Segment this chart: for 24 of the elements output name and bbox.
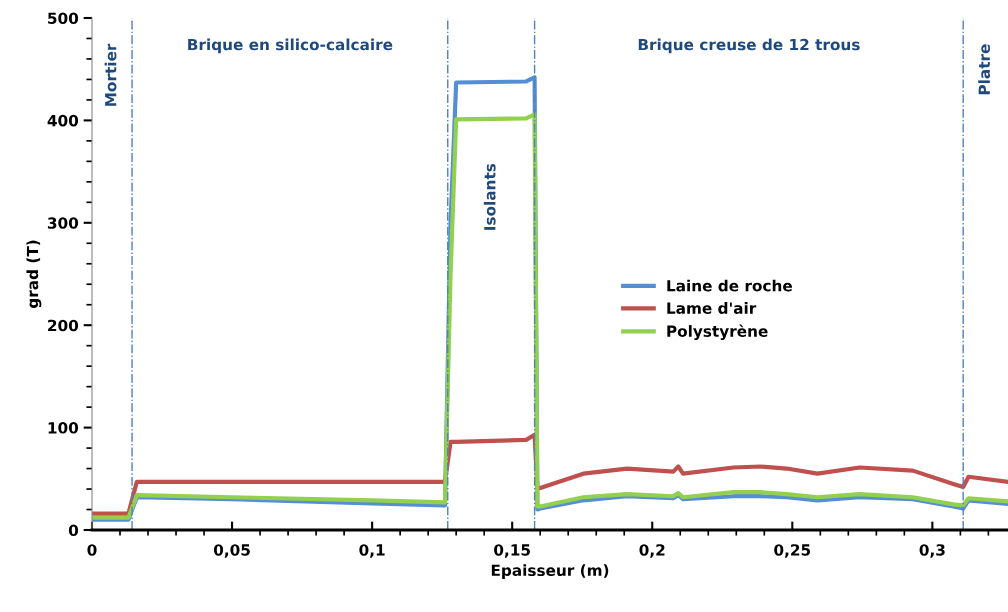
legend-label: Lame d'air (667, 302, 757, 314)
y-tick-label: 500 (48, 12, 79, 25)
annotation: Platre (978, 44, 991, 95)
y-tick-label: 400 (47, 114, 79, 127)
annotation: Mortier (104, 43, 117, 106)
x-tick-label: 0,2 (639, 544, 665, 558)
y-tick-label: 0 (68, 524, 79, 537)
annotation: Isolants (483, 163, 496, 230)
annotation: Brique en silico-calcaire (188, 38, 393, 54)
x-tick-label: 0 (87, 544, 97, 556)
annotation: Brique creuse de 12 trous (638, 38, 860, 54)
y-tick-label: 200 (48, 319, 79, 332)
x-tick-label: 0,05 (213, 544, 250, 558)
x-axis-title: Epaisseur (m) (491, 564, 609, 580)
x-tick-label: 0,3 (919, 544, 945, 558)
legend-label: Laine de roche (667, 279, 792, 292)
y-axis-title: grad (T) (26, 240, 42, 309)
line-series (92, 432, 1008, 516)
y-tick-label: 100 (48, 422, 79, 434)
x-tick-label: 0,1 (359, 544, 385, 558)
x-tick-label: 0,15 (494, 544, 530, 558)
legend-label: Polystyrène (667, 324, 768, 341)
x-tick-label: 0,25 (774, 544, 811, 558)
y-tick-label: 300 (47, 217, 79, 229)
